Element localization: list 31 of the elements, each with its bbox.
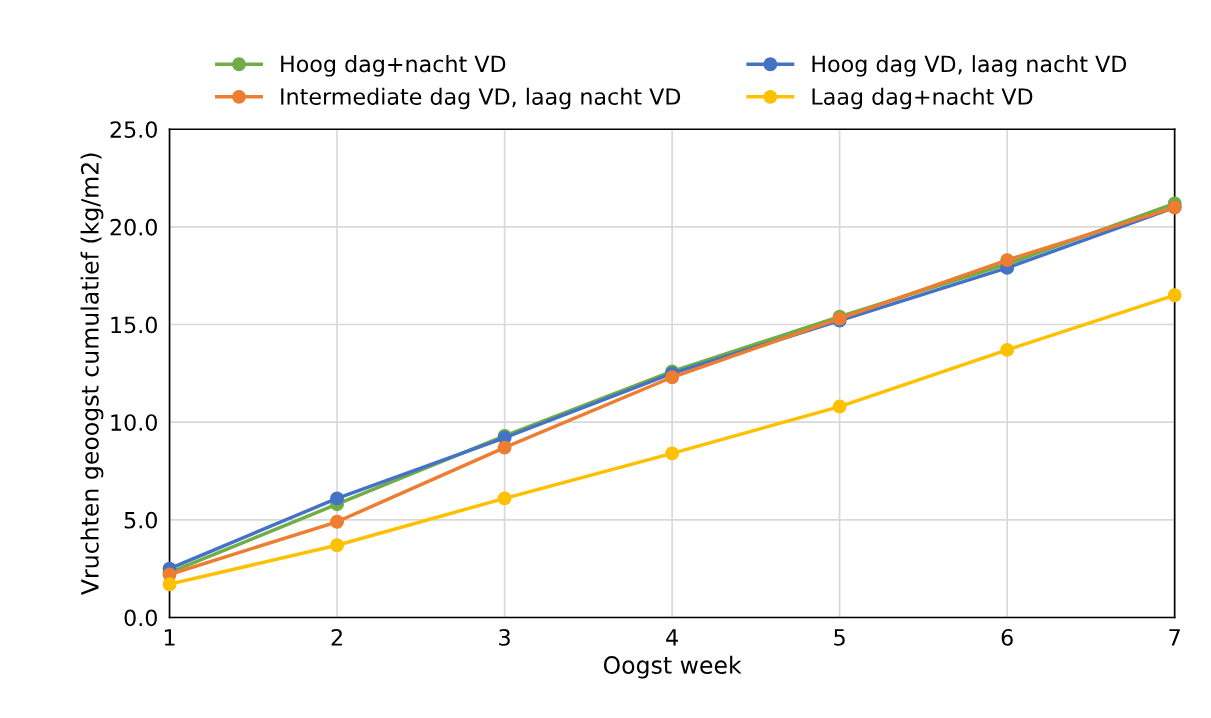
point <box>497 440 512 455</box>
legend-label: Intermediate dag VD, laag nacht VD <box>281 87 681 110</box>
y-tick-label: 25.0 <box>110 121 157 138</box>
y-tick-label: 0.0 <box>124 609 157 627</box>
legend-label: Laag dag+nacht VD <box>812 87 1033 110</box>
x-tick-label: 2 <box>331 628 342 646</box>
x-tick-label: 6 <box>1001 628 1013 646</box>
x-tick-label: 4 <box>666 629 678 646</box>
point <box>1000 253 1015 268</box>
point <box>497 491 512 506</box>
y-tick-label: 15.0 <box>111 316 157 334</box>
point <box>162 577 177 592</box>
x-tick-label: 7 <box>1169 629 1180 646</box>
point <box>832 399 847 414</box>
y-axis-title: Vruchten geoogst cumulatief (kg/m2) <box>80 153 104 595</box>
point <box>1167 288 1182 303</box>
y-tick-label: 10.0 <box>111 414 157 431</box>
point <box>665 370 680 385</box>
x-tick-label: 3 <box>499 628 510 646</box>
point <box>665 446 680 461</box>
x-axis-title: Oogst week <box>603 655 742 679</box>
x-tick-label: 5 <box>834 629 845 646</box>
point <box>330 491 345 506</box>
legend-label: Hoog dag+nacht VD <box>281 55 506 77</box>
point <box>330 538 345 553</box>
y-tick-label: 20.0 <box>110 218 157 236</box>
x-tick-label: 1 <box>164 629 175 646</box>
point <box>1000 342 1015 357</box>
point <box>330 514 345 529</box>
y-tick-label: 5.0 <box>124 511 157 529</box>
legend-label: Hoog dag VD, laag nacht VD <box>812 55 1127 77</box>
